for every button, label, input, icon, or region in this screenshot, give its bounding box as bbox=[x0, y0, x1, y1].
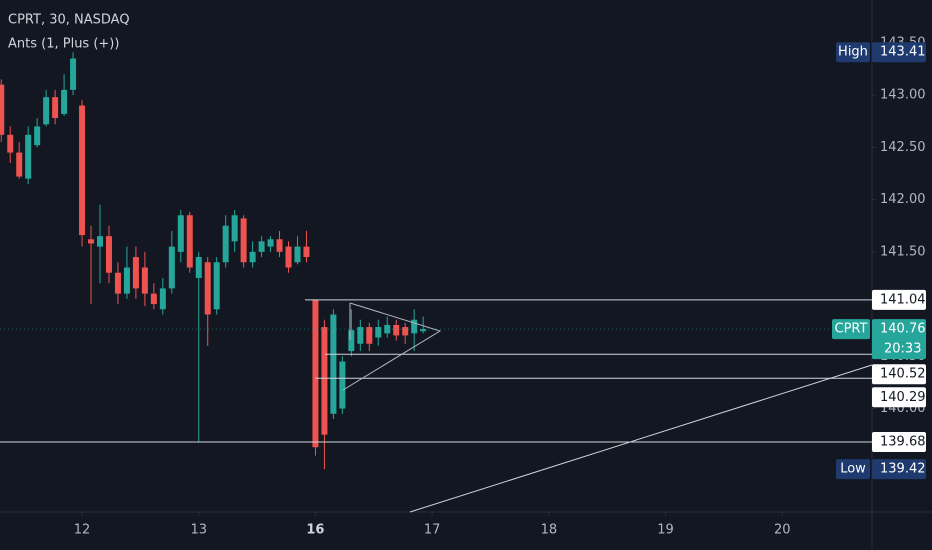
drawings bbox=[342, 302, 873, 513]
candle-body bbox=[411, 319, 418, 334]
y-tick-label: 141.50 bbox=[880, 244, 926, 259]
countdown: 20:33 bbox=[884, 342, 921, 357]
candle-body bbox=[366, 327, 373, 344]
candle-body bbox=[384, 324, 391, 334]
candle-body bbox=[357, 327, 364, 344]
last-name-box bbox=[832, 319, 870, 340]
candle-body bbox=[258, 241, 265, 252]
candle-body bbox=[375, 327, 382, 338]
badge-value: 143.41 bbox=[880, 45, 926, 60]
candle-body bbox=[105, 236, 112, 273]
level-badge bbox=[872, 364, 926, 385]
candle-body bbox=[61, 89, 68, 114]
x-tick-label: 19 bbox=[657, 523, 674, 538]
candle-body bbox=[0, 84, 5, 135]
candle-body bbox=[204, 262, 211, 315]
candle-body bbox=[339, 361, 346, 409]
candle-body bbox=[330, 314, 337, 414]
badge-value: 139.42 bbox=[880, 462, 926, 477]
x-tick-label: 16 bbox=[306, 523, 324, 538]
badge-name-box bbox=[836, 459, 870, 480]
candle-body bbox=[420, 329, 427, 332]
badge-name-box bbox=[836, 42, 870, 63]
indicator-label: Ants (1, Plus (+)) bbox=[8, 37, 119, 52]
level-badge bbox=[872, 289, 926, 310]
last-value-box bbox=[872, 319, 926, 360]
level-label: 141.04 bbox=[880, 292, 926, 307]
candle-body bbox=[150, 293, 157, 305]
badge-name: High bbox=[838, 45, 868, 60]
candle-body bbox=[348, 330, 355, 352]
candle-body bbox=[294, 246, 301, 263]
badge-value-box bbox=[872, 42, 926, 63]
badge-name: Low bbox=[840, 462, 866, 477]
chart-title: CPRT, 30, NASDAQ bbox=[8, 13, 130, 28]
candle-body bbox=[240, 218, 247, 263]
candle-body bbox=[213, 262, 220, 310]
x-tick-label: 12 bbox=[74, 523, 91, 538]
last-value: 140.76 bbox=[880, 322, 926, 337]
triangle-pattern bbox=[342, 302, 442, 391]
candle-body bbox=[177, 215, 184, 252]
candle-body bbox=[7, 134, 14, 153]
candle-body bbox=[312, 299, 319, 448]
candle-body bbox=[52, 97, 59, 119]
y-tick-label: 142.50 bbox=[880, 140, 926, 155]
candle-body bbox=[141, 267, 148, 294]
last-name: CPRT bbox=[835, 322, 868, 337]
y-tick-label: 143.00 bbox=[880, 88, 926, 103]
candle-body bbox=[402, 327, 409, 336]
candle-body bbox=[393, 324, 400, 336]
x-tick-label: 20 bbox=[774, 523, 791, 538]
candle-body bbox=[88, 239, 95, 244]
candle-body bbox=[79, 105, 86, 236]
candle-body bbox=[267, 239, 274, 247]
x-tick-label: 17 bbox=[424, 523, 441, 538]
candle-body bbox=[276, 239, 283, 252]
candle-body bbox=[132, 257, 139, 289]
x-tick-label: 18 bbox=[541, 523, 558, 538]
candle-body bbox=[195, 257, 202, 278]
candle-body bbox=[168, 246, 175, 289]
candle-body bbox=[159, 288, 166, 310]
candle-body bbox=[34, 126, 41, 146]
candle-body bbox=[303, 246, 310, 258]
candle-body bbox=[222, 225, 229, 263]
badge-value-box bbox=[872, 459, 926, 480]
plot bbox=[0, 52, 872, 470]
level-label: 139.68 bbox=[880, 434, 926, 449]
candle-body bbox=[321, 327, 328, 435]
level-badge bbox=[872, 387, 926, 408]
candle-body bbox=[249, 251, 256, 263]
candle-body bbox=[285, 246, 292, 268]
level-label: 140.52 bbox=[880, 367, 926, 382]
candle-body bbox=[231, 215, 238, 242]
y-tick-label: 142.00 bbox=[880, 192, 926, 207]
level-badge bbox=[872, 431, 926, 452]
x-tick-label: 13 bbox=[190, 523, 207, 538]
candle-body bbox=[25, 134, 32, 179]
candle-body bbox=[43, 97, 50, 125]
candle-body bbox=[114, 272, 121, 294]
trend-line bbox=[409, 364, 873, 513]
candle-body bbox=[97, 236, 104, 247]
candle-body bbox=[123, 267, 130, 294]
candle-body bbox=[16, 152, 23, 177]
level-label: 140.29 bbox=[880, 390, 926, 405]
candle-body bbox=[70, 58, 77, 90]
axes: 140.00140.50141.00141.50142.00142.50143.… bbox=[74, 35, 926, 538]
candle-body bbox=[186, 215, 193, 268]
